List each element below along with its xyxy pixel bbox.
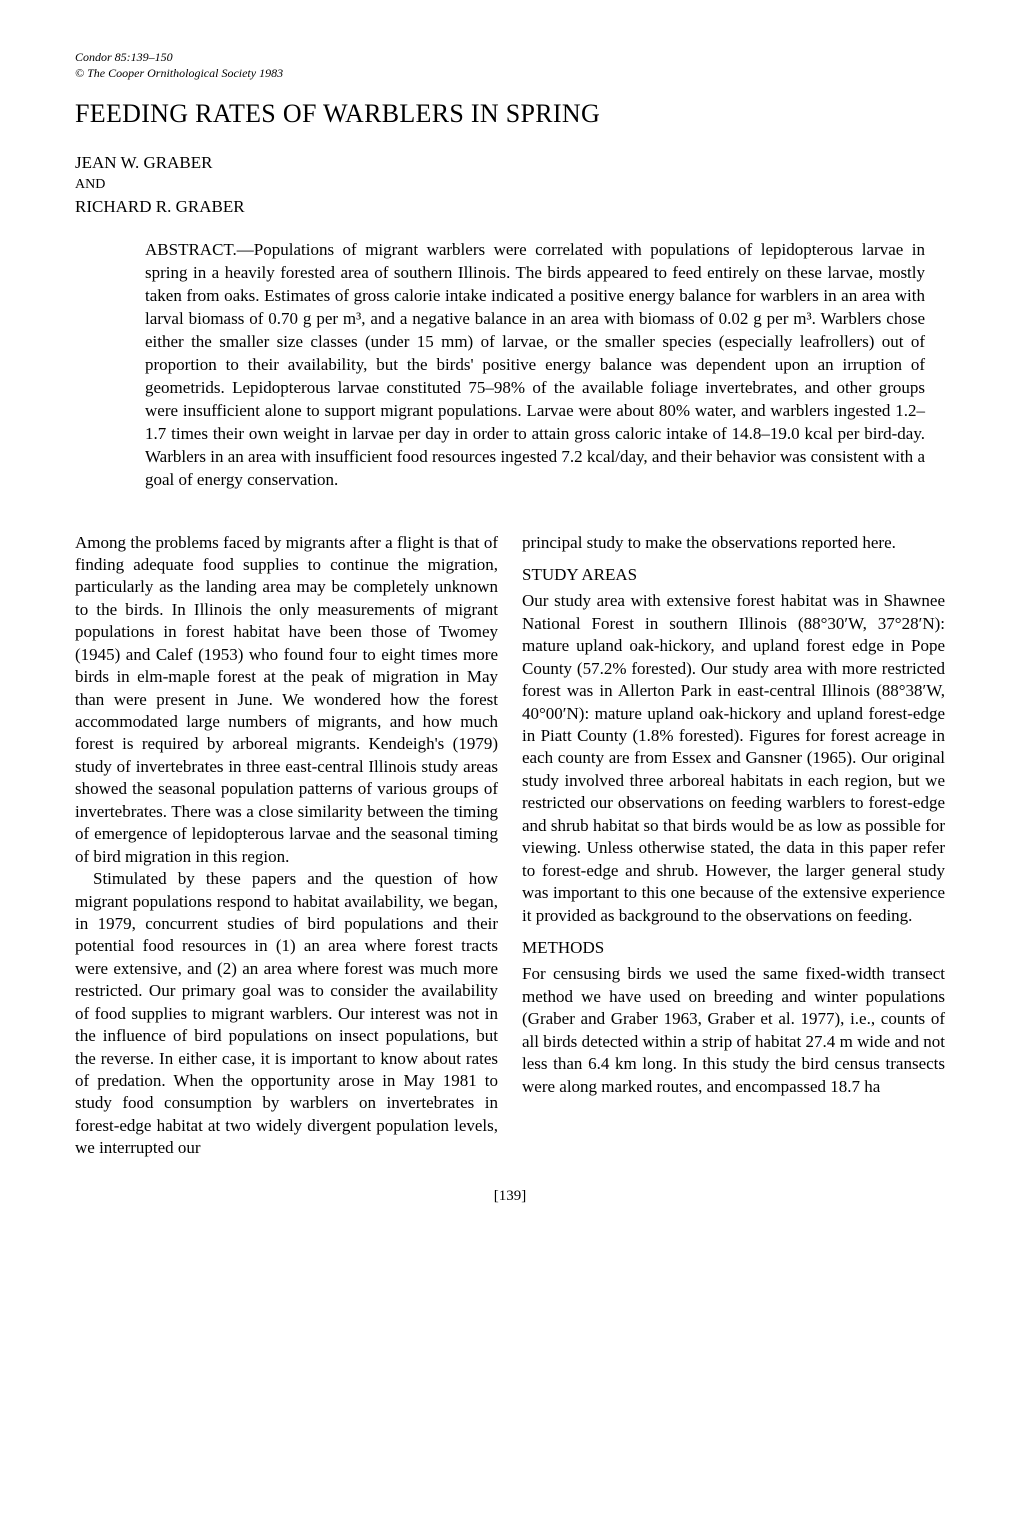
heading-methods: METHODS bbox=[522, 937, 945, 959]
author-1: JEAN W. GRABER bbox=[75, 153, 945, 173]
left-p2: Stimulated by these papers and the quest… bbox=[75, 868, 498, 1160]
author-and: AND bbox=[75, 177, 945, 193]
citation-line-1: Condor 85:139–150 bbox=[75, 50, 945, 66]
right-p3: For censusing birds we used the same fix… bbox=[522, 963, 945, 1098]
authors-block: JEAN W. GRABER AND RICHARD R. GRABER bbox=[75, 153, 945, 217]
left-p1: Among the problems faced by migrants aft… bbox=[75, 532, 498, 869]
author-2: RICHARD R. GRABER bbox=[75, 197, 945, 217]
header-citation: Condor 85:139–150 © The Cooper Ornitholo… bbox=[75, 50, 945, 81]
right-column: principal study to make the observations… bbox=[522, 532, 945, 1160]
body-columns: Among the problems faced by migrants aft… bbox=[75, 532, 945, 1160]
abstract-block: ABSTRACT.—Populations of migrant warbler… bbox=[145, 239, 945, 491]
heading-study-areas: STUDY AREAS bbox=[522, 564, 945, 586]
page-number: [139] bbox=[75, 1188, 945, 1205]
left-column: Among the problems faced by migrants aft… bbox=[75, 532, 498, 1160]
citation-line-2: © The Cooper Ornithological Society 1983 bbox=[75, 66, 945, 82]
abstract-text: ABSTRACT.—Populations of migrant warbler… bbox=[145, 239, 925, 491]
right-p1: principal study to make the observations… bbox=[522, 532, 945, 554]
right-p2: Our study area with extensive forest hab… bbox=[522, 590, 945, 927]
paper-title: FEEDING RATES OF WARBLERS IN SPRING bbox=[75, 99, 945, 129]
